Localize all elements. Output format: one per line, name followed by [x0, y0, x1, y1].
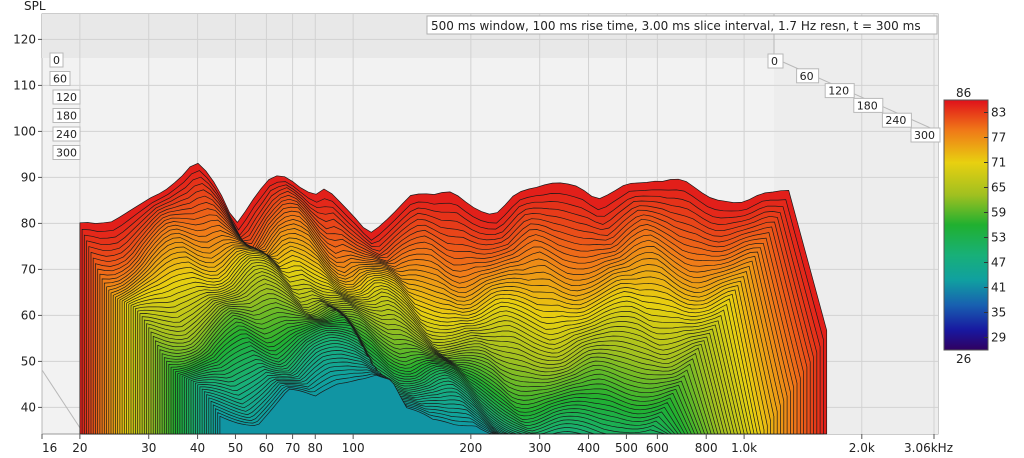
time-label-box-left: [52, 145, 81, 160]
time-label-box-left: [49, 52, 64, 68]
colorbar-tick-label: 71: [991, 156, 1006, 170]
x-tick-label: 500: [615, 441, 638, 455]
y-axis-ticks: 120 110 100 90 80 70 60 50 40: [13, 32, 42, 414]
y-axis-label: SPL: [24, 0, 46, 13]
x-tick-label: 200: [459, 441, 482, 455]
x-tick-label: 1.0k: [731, 441, 757, 455]
colorbar-tick-label: 65: [991, 181, 1006, 195]
x-tick-label: 800: [695, 441, 718, 455]
time-label-box-right: [767, 53, 784, 69]
colorbar-tick-label: 41: [991, 281, 1006, 295]
time-label-left: 300: [56, 147, 77, 160]
x-axis-ticks: 16 20 30 40 50 60 70 80 100 200 300 400 500 600 800 1.0…: [41, 434, 953, 455]
x-tick-label: 60: [259, 441, 274, 455]
time-axis-right: 0 60 120 180 240 300: [767, 53, 941, 143]
x-tick-label: 20: [72, 441, 87, 455]
y-tick-label: 120: [13, 32, 36, 46]
waterfall-surface: [79, 162, 828, 435]
colorbar-tick-label: 35: [991, 306, 1006, 320]
x-tick-label: 600: [646, 441, 669, 455]
x-tick-label: 50: [228, 441, 243, 455]
time-label-left: 180: [56, 110, 77, 123]
x-tick-label: 300: [528, 441, 551, 455]
time-label-box-right: [824, 83, 855, 99]
time-label-right: 300: [914, 129, 935, 142]
title-box: [426, 15, 938, 35]
time-label-right: 0: [771, 55, 778, 68]
y-tick-label: 50: [21, 354, 36, 368]
time-label-box-right: [881, 112, 912, 128]
colorbar-tick-label: 47: [991, 256, 1006, 270]
colorbar-max-label: 86: [956, 86, 971, 100]
floor-depth-line: [41, 369, 85, 435]
time-label-left: 240: [56, 128, 77, 141]
x-tick-label: 40: [190, 441, 205, 455]
colorbar-tick-label: 77: [991, 131, 1006, 145]
time-label-box-left: [52, 108, 81, 123]
colorbar-tick-label: 83: [991, 106, 1006, 120]
time-label-box-right: [796, 68, 820, 84]
time-label-right: 60: [800, 70, 814, 83]
y-tick-label: 60: [21, 308, 36, 322]
time-label-right: 240: [885, 114, 906, 127]
colorbar-tick-label: 59: [991, 206, 1006, 220]
time-label-right: 180: [857, 99, 878, 112]
x-tick-label: 400: [577, 441, 600, 455]
time-label-box-left: [52, 126, 81, 142]
colorbar-tick-label: 53: [991, 231, 1006, 245]
time-label-left: 60: [53, 73, 67, 86]
y-tick-label: 110: [13, 78, 36, 92]
x-tick-label: 16: [42, 441, 57, 455]
y-tick-label: 70: [21, 262, 36, 276]
x-tick-label: 2.0k: [849, 441, 875, 455]
time-label-box-right: [853, 97, 884, 113]
x-tick-label: 30: [141, 441, 156, 455]
y-tick-label: 90: [21, 170, 36, 184]
time-label-box-right: [910, 127, 941, 143]
colorbar: [943, 99, 989, 351]
time-label-box-left: [49, 71, 71, 86]
x-tick-label: 70: [285, 441, 300, 455]
x-tick-label: 80: [308, 441, 323, 455]
x-tick-label: 3.06kHz: [904, 441, 953, 455]
y-tick-label: 100: [13, 124, 36, 138]
y-tick-label: 80: [21, 216, 36, 230]
chart-title: 500 ms window, 100 ms rise time, 3.00 ms…: [431, 19, 921, 33]
time-label-box-left: [52, 89, 81, 105]
x-tick-label: 100: [342, 441, 365, 455]
time-axis-left: 0 60 120 180 240 300: [49, 52, 81, 160]
colorbar-tick-label: 29: [991, 331, 1006, 345]
time-label-left: 0: [53, 54, 60, 67]
time-label-right: 120: [828, 85, 849, 98]
colorbar-min-label: 26: [956, 352, 971, 366]
y-tick-label: 40: [21, 400, 36, 414]
waterfall-slice: [219, 374, 619, 435]
time-label-left: 120: [56, 91, 77, 104]
colorbar-ticks: 83 77 71 65 59 53 47 41 35 29: [984, 106, 1006, 345]
